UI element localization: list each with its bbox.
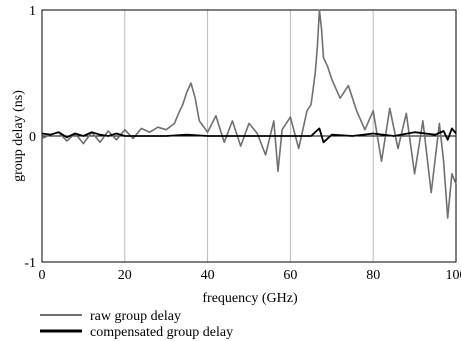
series-layer — [41, 9, 457, 219]
x-tick-label-60: 60 — [283, 268, 297, 283]
x-tick-label-100: 100 — [446, 268, 461, 283]
legend-label-compensated-group-delay: compensated group delay — [90, 325, 233, 340]
x-tick-label-40: 40 — [201, 268, 215, 283]
x-axis-label: frequency (GHz) — [202, 291, 298, 306]
x-tick-labels: 0 20 40 60 80 100 — [39, 268, 461, 283]
legend-label-raw-group-delay: raw group delay — [90, 309, 181, 324]
y-axis-label: group delay (ns) — [11, 90, 26, 182]
y-tick-label-neg1: -1 — [24, 256, 36, 271]
y-tick-label-0: 0 — [29, 130, 36, 145]
y-tick-labels: 1 0 -1 — [24, 4, 36, 271]
series-line-compensated-group-delay — [41, 127, 457, 144]
x-tick-label-0: 0 — [39, 268, 46, 283]
legend: raw group delay compensated group delay — [40, 309, 233, 340]
x-tick-label-20: 20 — [118, 268, 132, 283]
x-tick-label-80: 80 — [366, 268, 380, 283]
y-tick-label-1: 1 — [29, 4, 36, 19]
series-line-raw-group-delay — [41, 9, 457, 219]
